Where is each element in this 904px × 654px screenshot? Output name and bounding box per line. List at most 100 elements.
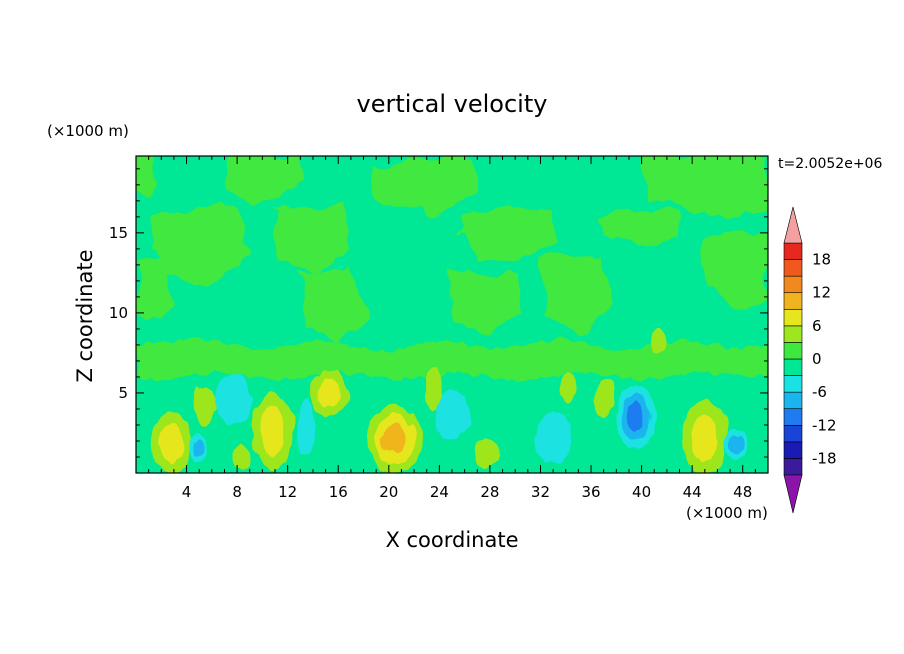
cell-updraft-6 bbox=[194, 386, 217, 425]
colorbar-tick-label: 12 bbox=[812, 284, 831, 302]
y-tick-label: 15 bbox=[109, 224, 128, 242]
x-tick-label: 8 bbox=[232, 483, 242, 501]
lower-level-band bbox=[136, 338, 768, 382]
y-axis-label: Z coordinate bbox=[73, 249, 97, 382]
colorbar: -18 -12 -6 0 6 12 18 bbox=[783, 206, 837, 514]
cell-downdraft-15 bbox=[726, 428, 747, 461]
region-upper-10 bbox=[700, 236, 768, 310]
colorbar-tick-label: -6 bbox=[812, 383, 827, 401]
colorbar-swatch bbox=[783, 325, 803, 343]
contour-downdraft-17-level-1 bbox=[215, 373, 254, 425]
colorbar-swatch bbox=[783, 358, 803, 376]
cell-updraft-1 bbox=[151, 412, 192, 473]
region-upper-9 bbox=[540, 256, 610, 330]
contour-downdraft-19-level-1 bbox=[534, 412, 573, 464]
contour-updraft-5-level-2 bbox=[317, 379, 342, 407]
cell-updraft-4 bbox=[682, 400, 728, 473]
colorbar-swatch bbox=[783, 424, 803, 443]
contour-updraft-10-level-1 bbox=[425, 367, 441, 413]
cell-updraft-8 bbox=[232, 444, 253, 470]
colorbar-swatch bbox=[783, 458, 803, 476]
x-tick-label: 28 bbox=[480, 483, 499, 501]
cell-updraft-12 bbox=[649, 328, 667, 355]
x-axis-label: X coordinate bbox=[385, 528, 518, 552]
cell-downdraft-19 bbox=[534, 412, 573, 464]
cell-downdraft-14 bbox=[190, 432, 206, 462]
colorbar-tick-label: 6 bbox=[812, 317, 822, 335]
time-label: t=2.0052e+06 bbox=[778, 156, 882, 172]
region-upper-1 bbox=[136, 156, 160, 200]
cell-updraft-7 bbox=[593, 378, 614, 421]
contour-downdraft-13-level-3 bbox=[626, 402, 645, 432]
region-upper-4 bbox=[640, 156, 768, 222]
contour-downdraft-14-level-2 bbox=[193, 438, 203, 457]
region-upper-2 bbox=[232, 156, 305, 205]
x-tick-label: 4 bbox=[182, 483, 192, 501]
cell-updraft-10 bbox=[425, 367, 441, 413]
y-unit-label: (×1000 m) bbox=[47, 122, 129, 140]
region-upper-8 bbox=[270, 205, 348, 270]
contour-updraft-8-level-1 bbox=[232, 444, 253, 470]
contour-downdraft-16-level-1 bbox=[296, 399, 315, 457]
colorbar-swatch bbox=[783, 242, 803, 260]
colorbar-tick-label: 18 bbox=[812, 251, 831, 269]
contour-updraft-2-level-2 bbox=[260, 407, 285, 456]
region-lower-band bbox=[136, 338, 768, 382]
x-tick-label: 12 bbox=[278, 483, 297, 501]
colorbar-tick-label: 0 bbox=[812, 350, 822, 368]
cell-updraft-9 bbox=[474, 439, 501, 469]
cell-downdraft-17 bbox=[215, 373, 254, 425]
cell-downdraft-18 bbox=[434, 389, 470, 441]
x-tick-label: 44 bbox=[683, 483, 702, 501]
region-upper-6 bbox=[600, 208, 676, 246]
colorbar-swatch bbox=[783, 292, 803, 310]
cell-downdraft-16 bbox=[296, 399, 315, 457]
y-tick-label: 10 bbox=[109, 304, 128, 322]
y-tick-label: 5 bbox=[118, 384, 128, 402]
plot-area bbox=[136, 156, 768, 473]
x-unit-label: (×1000 m) bbox=[686, 504, 768, 522]
cell-updraft-11 bbox=[561, 372, 575, 405]
upper-level-positive-regions bbox=[136, 156, 768, 340]
contour-updraft-4-level-2 bbox=[690, 415, 719, 461]
cell-updraft-3 bbox=[367, 405, 423, 473]
x-tick-label: 20 bbox=[379, 483, 398, 501]
contour-updraft-11-level-1 bbox=[561, 372, 575, 405]
colorbar-swatch bbox=[783, 342, 803, 360]
cell-updraft-5 bbox=[310, 370, 349, 416]
contour-updraft-9-level-1 bbox=[474, 439, 501, 469]
contour-updraft-7-level-1 bbox=[593, 378, 614, 421]
region-upper-12 bbox=[450, 270, 528, 336]
contour-updraft-3-level-3 bbox=[382, 424, 408, 455]
contour-downdraft-18-level-1 bbox=[434, 389, 470, 441]
x-tick-label: 40 bbox=[632, 483, 651, 501]
colorbar-swatch bbox=[783, 408, 803, 426]
region-upper-11 bbox=[300, 268, 368, 340]
velocity-cells bbox=[151, 328, 747, 473]
contour-updraft-12-level-1 bbox=[649, 328, 667, 355]
contour-downdraft-15-level-2 bbox=[730, 434, 743, 455]
colorbar-swatch bbox=[783, 375, 803, 393]
colorbar-swatch bbox=[783, 391, 803, 410]
colorbar-swatch bbox=[783, 308, 803, 327]
x-tick-label: 48 bbox=[733, 483, 752, 501]
colorbar-swatch bbox=[783, 259, 803, 277]
region-upper-7 bbox=[150, 205, 245, 280]
colorbar-tick-label: -18 bbox=[812, 449, 837, 467]
chart-title: vertical velocity bbox=[357, 90, 548, 118]
region-upper-3 bbox=[372, 160, 474, 212]
x-tick-label: 24 bbox=[430, 483, 449, 501]
x-tick-label: 16 bbox=[329, 483, 348, 501]
colorbar-swatch bbox=[783, 275, 803, 294]
x-tick-label: 36 bbox=[581, 483, 600, 501]
contour-updraft-1-level-2 bbox=[158, 423, 184, 462]
x-tick-label: 32 bbox=[531, 483, 550, 501]
cell-updraft-2 bbox=[252, 392, 293, 470]
contour-updraft-6-level-1 bbox=[194, 386, 217, 425]
region-upper-5 bbox=[462, 208, 555, 262]
region-upper-13 bbox=[136, 258, 175, 320]
colorbar-swatch bbox=[783, 441, 803, 459]
colorbar-over-triangle bbox=[783, 206, 803, 244]
